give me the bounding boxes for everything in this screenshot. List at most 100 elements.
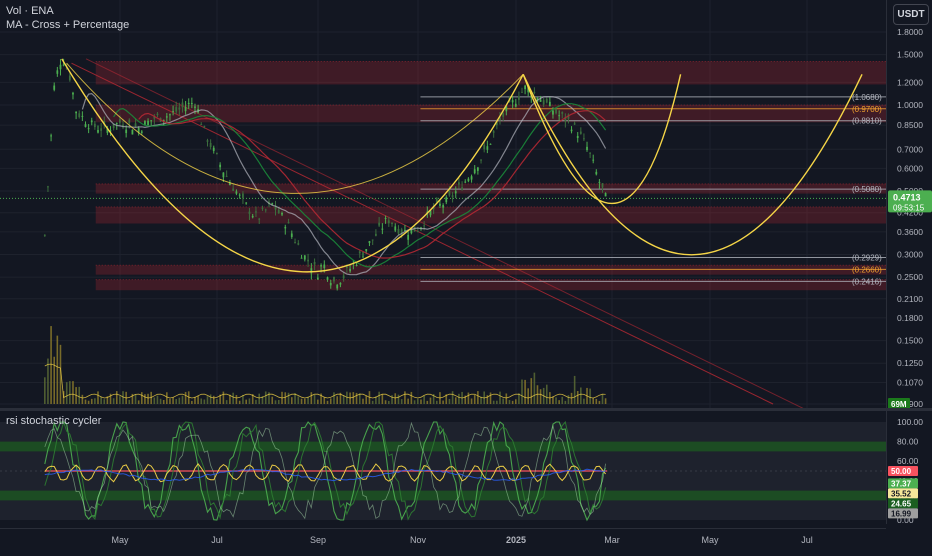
candle-body — [144, 121, 146, 125]
candle-body — [489, 143, 492, 145]
oscillator-axis[interactable]: 100.0080.0060.0040.0020.000.0050.0037.37… — [886, 411, 932, 525]
price-tick-label: 0.2100 — [897, 294, 923, 304]
candle-body — [153, 116, 156, 119]
candle-body — [527, 87, 530, 93]
candle-body — [400, 229, 403, 234]
osc-value-badge — [888, 478, 918, 489]
candle-body — [323, 264, 326, 269]
candle-body — [570, 129, 573, 132]
candle-body — [248, 211, 251, 214]
candle-body — [203, 125, 206, 127]
candle-body — [336, 284, 339, 289]
candle-body — [290, 233, 293, 237]
time-axis[interactable]: May Jul Sep Nov 2025 Mar May Jul — [0, 528, 886, 551]
candle-body — [576, 135, 579, 138]
candle-body — [333, 277, 335, 282]
candle-body — [147, 120, 149, 125]
candle-body — [277, 209, 280, 214]
candle-body — [362, 256, 364, 258]
overbought-band — [0, 441, 886, 452]
osc-value-badge — [888, 498, 918, 509]
candle-body — [78, 113, 81, 118]
candle-body — [84, 124, 87, 127]
current-price-label: 0.4713 — [893, 192, 921, 202]
price-tick-label: 0.8500 — [897, 120, 923, 130]
candle-body — [502, 113, 505, 117]
candle-body — [368, 241, 371, 243]
candle-body — [261, 207, 264, 209]
candle-body — [215, 152, 218, 154]
candle-body — [458, 182, 460, 185]
volume-badge-label: 69M — [891, 400, 907, 408]
candle-body — [90, 120, 93, 123]
rsi-ma-line — [44, 468, 606, 482]
candle-body — [245, 202, 248, 204]
candle-body — [72, 92, 74, 95]
price-tick-label: 0.1070 — [897, 378, 923, 388]
candle-body — [294, 242, 296, 244]
osc-value-label: 24.65 — [891, 499, 912, 508]
candle-body — [43, 234, 46, 236]
candle-body — [495, 121, 498, 126]
cup-arc-large — [522, 74, 863, 256]
candle-body — [242, 193, 244, 198]
candle-body — [365, 249, 368, 252]
fib-label: (0.5080) — [852, 185, 882, 194]
candle-body — [480, 159, 482, 161]
osc-tick-label: 0.00 — [897, 515, 914, 524]
candle-body — [545, 98, 548, 103]
price-axis[interactable]: USDT 1.8000 1.5000 1.2000 1.0000 0.8500 0.700… — [886, 0, 932, 409]
candle-body — [300, 257, 303, 259]
candle-body — [473, 169, 476, 174]
currency-button[interactable]: USDT — [893, 4, 929, 25]
candle-body — [467, 178, 470, 182]
candle-body — [511, 100, 514, 103]
candle-body — [429, 210, 432, 216]
time-axis-labels: May Jul Sep Nov 2025 Mar May Jul — [111, 535, 812, 545]
pane-separator[interactable] — [0, 408, 932, 411]
candle-body — [420, 227, 422, 229]
candle-body — [345, 266, 348, 269]
osc-value-label: 50.00 — [891, 467, 912, 476]
candle-body — [316, 277, 319, 280]
osc-tick-label: 60.00 — [897, 456, 919, 466]
candle-body — [579, 131, 582, 134]
candle-body — [274, 205, 277, 210]
current-price-badge — [888, 190, 932, 213]
price-pane[interactable]: (1.0680) (0.9700) (0.8810) (0.5080) (0.2929)… — [0, 0, 886, 412]
time-tick-label: Jul — [211, 535, 223, 545]
candle-body — [128, 119, 131, 124]
candle-body — [442, 205, 445, 208]
candle-body — [200, 124, 203, 126]
time-tick-label: May — [701, 535, 719, 545]
candle-body — [255, 211, 257, 213]
candle-body — [109, 130, 112, 132]
candle-body — [589, 152, 592, 154]
candle-body — [53, 85, 56, 90]
candle-body — [190, 102, 193, 104]
oscillator-pane[interactable]: rsi stochastic cycler — [0, 411, 886, 524]
candle-body — [448, 190, 451, 196]
candle-body — [313, 261, 316, 265]
price-tick-label: 0.3000 — [897, 249, 923, 259]
candle-body — [604, 193, 607, 197]
candle-body — [439, 203, 441, 206]
candle-body — [445, 197, 448, 203]
candle-body — [514, 103, 517, 107]
fib-label: (0.2416) — [852, 277, 882, 286]
candle-body — [486, 146, 489, 150]
candle-body — [470, 176, 473, 180]
candle-body — [387, 220, 390, 224]
candle-body — [320, 265, 322, 267]
fib-label: (0.2660) — [852, 265, 882, 274]
candle-body — [342, 275, 345, 279]
candle-body — [583, 138, 585, 140]
candle-body — [106, 128, 109, 133]
candle-body — [492, 131, 495, 133]
candle-body — [564, 117, 567, 122]
candle-body — [539, 99, 542, 102]
price-tick-label: 0.1250 — [897, 358, 923, 368]
candle-body — [355, 264, 358, 266]
candle-body — [371, 239, 374, 241]
volume-line — [44, 363, 606, 399]
